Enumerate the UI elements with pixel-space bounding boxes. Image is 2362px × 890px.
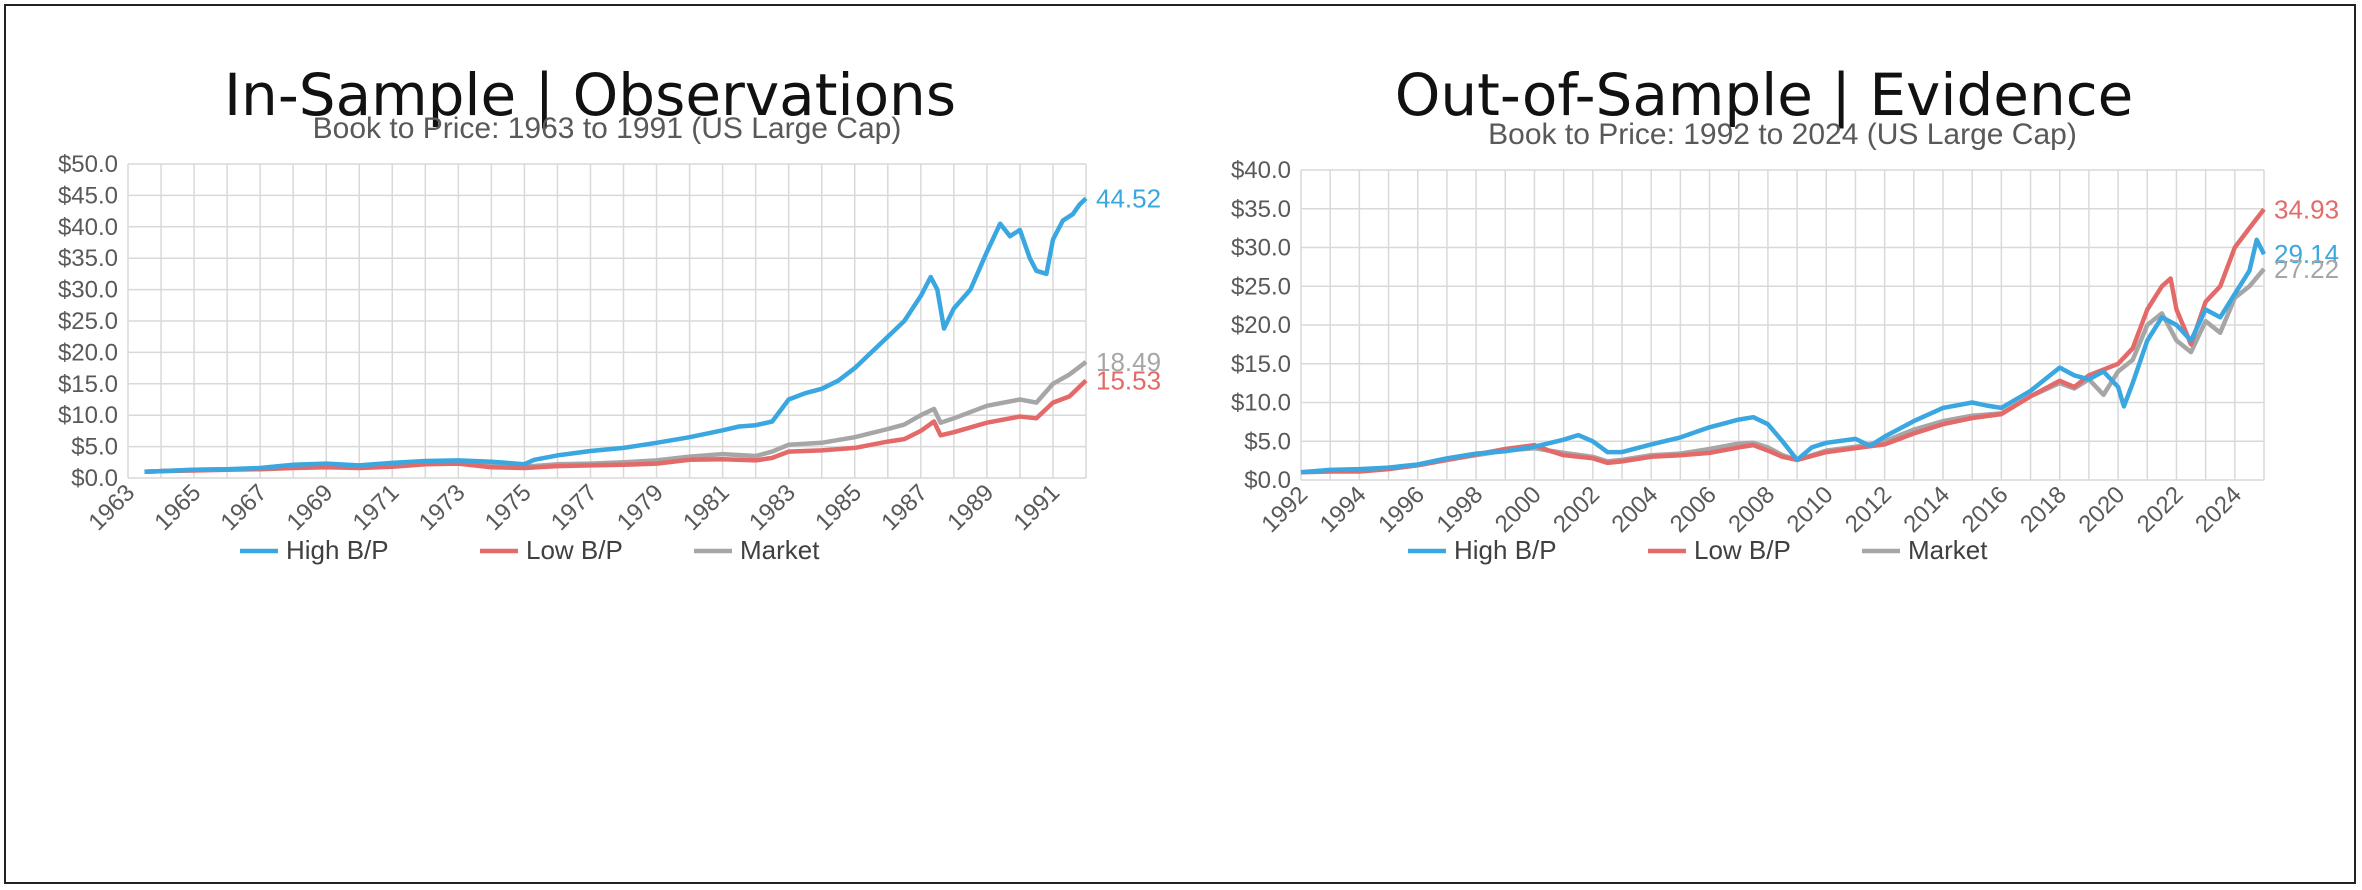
- x-tick-label: 1983: [744, 479, 801, 536]
- x-tick-label: 1975: [480, 479, 537, 536]
- y-tick-label: $40.0: [58, 214, 118, 241]
- y-tick-label: $50.0: [58, 151, 118, 178]
- y-tick-label: $25.0: [58, 308, 118, 335]
- legend-entry: High B/P: [286, 535, 389, 565]
- y-tick-label: $40.0: [1231, 157, 1291, 184]
- x-tick-label: 2024: [2190, 481, 2247, 538]
- chart-title: Book to Price: 1992 to 2024 (US Large Ca…: [1488, 118, 2077, 151]
- end-value-label: 15.53: [1096, 365, 1161, 395]
- series-line-market: [144, 360, 1088, 474]
- legend-entry: Low B/P: [526, 535, 623, 565]
- end-value-label: 18.49: [1096, 347, 1161, 377]
- x-tick-label: 1977: [546, 479, 603, 536]
- y-tick-label: $15.0: [58, 371, 118, 398]
- y-tick-label: $5.0: [71, 434, 118, 461]
- y-tick-label: $10.0: [1231, 390, 1291, 417]
- y-tick-label: $35.0: [1231, 196, 1291, 223]
- end-value-label: 29.14: [2274, 239, 2339, 269]
- out-of-sample-panel: Out-of-Sample | Evidence Book to Price: …: [1174, 6, 2354, 886]
- x-tick-label: 2018: [2015, 481, 2072, 538]
- x-tick-label: 1965: [149, 479, 206, 536]
- y-tick-label: $15.0: [1231, 351, 1291, 378]
- x-tick-label: 1994: [1315, 481, 1372, 538]
- y-tick-label: $0.0: [1244, 467, 1291, 494]
- end-value-label: 27.22: [2274, 254, 2339, 284]
- x-tick-label: 1998: [1431, 481, 1488, 538]
- x-tick-label: 1979: [612, 479, 669, 536]
- figure-frame: In-Sample | Observations Book to Price: …: [4, 4, 2356, 884]
- x-tick-label: 1985: [810, 479, 867, 536]
- x-tick-label: 1996: [1373, 481, 1430, 538]
- x-tick-label: 2020: [2073, 481, 2130, 538]
- end-value-label: 34.93: [2274, 194, 2339, 224]
- y-tick-label: $10.0: [58, 402, 118, 429]
- x-tick-label: 2000: [1490, 481, 1547, 538]
- y-tick-label: $45.0: [58, 182, 118, 209]
- legend-entry: Market: [740, 535, 820, 565]
- y-tick-label: $35.0: [58, 245, 118, 272]
- x-tick-label: 2012: [1840, 481, 1897, 538]
- x-tick-label: 2014: [1898, 481, 1955, 538]
- y-tick-label: $30.0: [1231, 235, 1291, 262]
- x-tick-label: 2004: [1607, 481, 1664, 538]
- y-tick-label: $5.0: [1244, 428, 1291, 455]
- series-line-high-b-p: [144, 196, 1088, 474]
- panel-title: Out-of-Sample | Evidence: [1394, 61, 2134, 129]
- x-tick-label: 1969: [282, 479, 339, 536]
- out-of-sample-chart: Book to Price: 1992 to 2024 (US Large Ca…: [1231, 118, 2339, 565]
- x-tick-label: 1991: [1008, 479, 1065, 536]
- in-sample-chart: Book to Price: 1963 to 1991 (US Large Ca…: [58, 112, 1161, 565]
- x-tick-label: 2016: [1957, 481, 2014, 538]
- y-tick-label: $20.0: [1231, 312, 1291, 339]
- x-tick-label: 1989: [942, 479, 999, 536]
- x-tick-label: 1971: [348, 479, 405, 536]
- x-tick-label: 1981: [678, 479, 735, 536]
- series-line-high-b-p: [1300, 237, 2267, 475]
- end-value-label: 44.52: [1096, 183, 1161, 213]
- x-tick-label: 1987: [876, 479, 933, 536]
- y-tick-label: $20.0: [58, 339, 118, 366]
- chart-title: Book to Price: 1963 to 1991 (US Large Ca…: [313, 112, 902, 145]
- x-tick-label: 1973: [414, 479, 471, 536]
- x-tick-label: 2002: [1548, 481, 1605, 538]
- in-sample-panel: In-Sample | Observations Book to Price: …: [6, 6, 1174, 886]
- y-tick-label: $25.0: [1231, 273, 1291, 300]
- legend-entry: Market: [1908, 535, 1988, 565]
- series-line-low-b-p: [1300, 207, 2266, 475]
- series-line-low-b-p: [144, 378, 1088, 474]
- panel-title: In-Sample | Observations: [223, 61, 957, 129]
- legend-entry: Low B/P: [1694, 535, 1791, 565]
- legend-entry: High B/P: [1454, 535, 1557, 565]
- x-tick-label: 1967: [216, 479, 273, 536]
- x-tick-label: 2022: [2132, 481, 2189, 538]
- y-tick-label: $30.0: [58, 277, 118, 304]
- x-tick-label: 2008: [1723, 481, 1780, 538]
- x-tick-label: 2010: [1782, 481, 1839, 538]
- x-tick-label: 2006: [1665, 481, 1722, 538]
- y-tick-label: $0.0: [71, 465, 118, 492]
